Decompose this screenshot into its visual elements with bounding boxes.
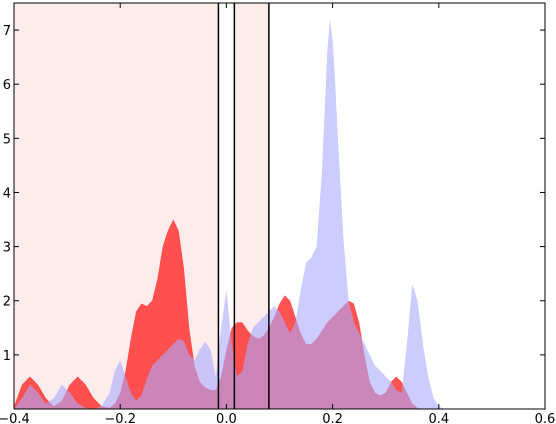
- x-tick-label: 0.2: [322, 412, 343, 424]
- y-tick-label: 3: [3, 241, 11, 256]
- shaded-regions: [14, 3, 269, 409]
- y-tick-label: 2: [3, 295, 11, 310]
- vertical-lines: [217, 3, 270, 409]
- x-tick-label: −0.4: [0, 412, 30, 424]
- y-tick-label: 7: [3, 24, 11, 39]
- y-tick-label: 6: [3, 78, 11, 93]
- x-tick-label: −0.2: [104, 412, 136, 424]
- plot-frame: [13, 2, 546, 410]
- series-group: [14, 19, 476, 410]
- x-tick-label: 0.0: [216, 412, 237, 424]
- y-tick-label: 5: [3, 132, 11, 147]
- y-tick-labels: 1 2 3 4 5 6 7: [3, 24, 11, 364]
- x-tick-labels: −0.4 −0.2 0.0 0.2 0.4 0.6: [0, 412, 555, 424]
- x-tick-label: 0.6: [535, 412, 556, 424]
- axis-ticks: [13, 3, 546, 410]
- y-tick-label: 4: [3, 186, 11, 201]
- y-tick-label: 1: [3, 349, 11, 364]
- x-tick-label: 0.4: [428, 412, 449, 424]
